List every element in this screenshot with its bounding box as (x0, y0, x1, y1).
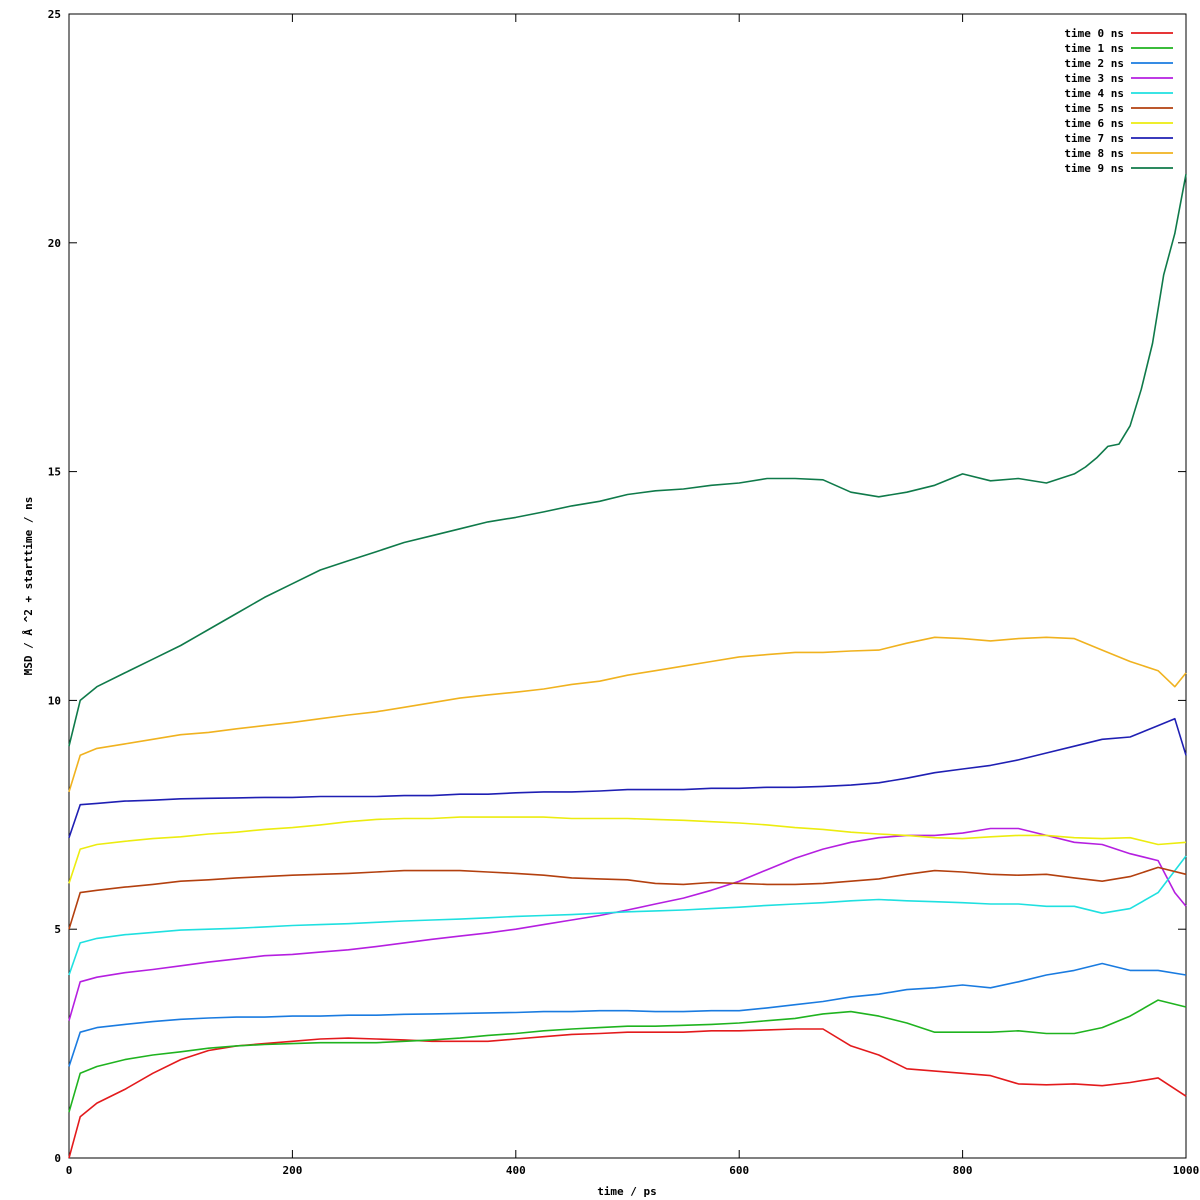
legend-label-3: time 3 ns (1064, 72, 1124, 85)
series-line-2 (68, 962, 1187, 1067)
x-axis-label: time / ps (597, 1185, 657, 1198)
x-tick-label: 600 (729, 1164, 749, 1177)
y-tick-label: 15 (48, 466, 61, 479)
series-line-8 (68, 636, 1187, 793)
legend-label-6: time 6 ns (1064, 117, 1124, 130)
y-tick-label: 5 (54, 923, 61, 936)
legend-label-8: time 8 ns (1064, 147, 1124, 160)
y-tick-label: 0 (54, 1152, 61, 1165)
x-tick-label: 1000 (1173, 1164, 1200, 1177)
x-tick-label: 400 (506, 1164, 526, 1177)
legend-label-4: time 4 ns (1064, 87, 1124, 100)
series-line-5 (68, 866, 1187, 930)
x-tick-label: 0 (66, 1164, 73, 1177)
legend-label-1: time 1 ns (1064, 42, 1124, 55)
y-tick-label: 25 (48, 8, 61, 21)
plot-frame (68, 13, 1187, 1159)
y-axis-label: MSD / Å ^2 + starttime / ns (22, 497, 35, 676)
legend-label-0: time 0 ns (1064, 27, 1124, 40)
series-line-4 (68, 855, 1187, 976)
series-line-9 (68, 174, 1187, 747)
data-series (68, 174, 1187, 1159)
axis-ticks: 0 200 400 600 800 1000 0 5 10 15 20 25 (48, 8, 1200, 1177)
legend-label-7: time 7 ns (1064, 132, 1124, 145)
legend-label-5: time 5 ns (1064, 102, 1124, 115)
series-line-1 (68, 999, 1187, 1113)
y-tick-label: 10 (48, 694, 61, 707)
plot-border (68, 13, 1187, 1159)
y-tick-label: 20 (48, 237, 61, 250)
x-tick-label: 800 (953, 1164, 973, 1177)
x-tick-label: 200 (282, 1164, 302, 1177)
series-line-0 (68, 1028, 1187, 1159)
legend: time 0 ns time 1 ns time 2 ns time 3 ns time… (1064, 27, 1173, 175)
series-line-7 (68, 717, 1187, 838)
legend-label-9: time 9 ns (1064, 162, 1124, 175)
legend-label-2: time 2 ns (1064, 57, 1124, 70)
series-line-3 (68, 827, 1187, 1021)
series-line-6 (68, 816, 1187, 884)
